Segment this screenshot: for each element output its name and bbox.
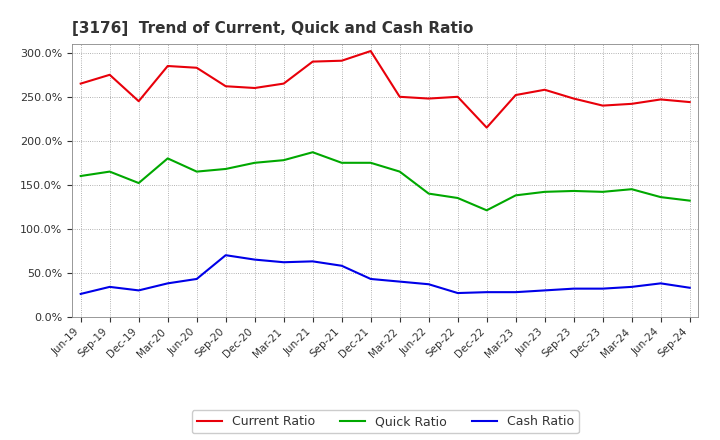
Current Ratio xyxy=(424,96,433,101)
Current Ratio xyxy=(657,97,665,102)
Current Ratio xyxy=(105,72,114,77)
Current Ratio xyxy=(76,81,85,86)
Current Ratio xyxy=(338,58,346,63)
Cash Ratio xyxy=(76,291,85,297)
Quick Ratio xyxy=(598,189,607,194)
Current Ratio xyxy=(570,96,578,101)
Legend: Current Ratio, Quick Ratio, Cash Ratio: Current Ratio, Quick Ratio, Cash Ratio xyxy=(192,411,579,433)
Cash Ratio xyxy=(338,263,346,268)
Line: Cash Ratio: Cash Ratio xyxy=(81,255,690,294)
Quick Ratio xyxy=(482,208,491,213)
Cash Ratio xyxy=(105,284,114,290)
Cash Ratio xyxy=(570,286,578,291)
Cash Ratio xyxy=(221,253,230,258)
Current Ratio xyxy=(395,94,404,99)
Cash Ratio xyxy=(482,290,491,295)
Current Ratio xyxy=(192,65,201,70)
Quick Ratio xyxy=(541,189,549,194)
Quick Ratio xyxy=(366,160,375,165)
Line: Quick Ratio: Quick Ratio xyxy=(81,152,690,210)
Current Ratio xyxy=(308,59,317,64)
Cash Ratio xyxy=(163,281,172,286)
Quick Ratio xyxy=(627,187,636,192)
Line: Current Ratio: Current Ratio xyxy=(81,51,690,128)
Cash Ratio xyxy=(251,257,259,262)
Current Ratio xyxy=(482,125,491,130)
Cash Ratio xyxy=(395,279,404,284)
Quick Ratio xyxy=(76,173,85,179)
Current Ratio xyxy=(251,85,259,91)
Cash Ratio xyxy=(454,290,462,296)
Current Ratio xyxy=(135,99,143,104)
Cash Ratio xyxy=(366,276,375,282)
Quick Ratio xyxy=(221,166,230,172)
Current Ratio xyxy=(685,99,694,105)
Current Ratio xyxy=(511,92,520,98)
Cash Ratio xyxy=(627,284,636,290)
Quick Ratio xyxy=(308,150,317,155)
Text: [3176]  Trend of Current, Quick and Cash Ratio: [3176] Trend of Current, Quick and Cash … xyxy=(72,21,473,36)
Current Ratio xyxy=(221,84,230,89)
Current Ratio xyxy=(366,48,375,54)
Quick Ratio xyxy=(135,180,143,186)
Quick Ratio xyxy=(192,169,201,174)
Cash Ratio xyxy=(279,260,288,265)
Current Ratio xyxy=(454,94,462,99)
Current Ratio xyxy=(279,81,288,86)
Cash Ratio xyxy=(192,276,201,282)
Current Ratio xyxy=(627,101,636,106)
Quick Ratio xyxy=(685,198,694,203)
Quick Ratio xyxy=(279,158,288,163)
Quick Ratio xyxy=(163,156,172,161)
Current Ratio xyxy=(163,63,172,69)
Quick Ratio xyxy=(454,195,462,201)
Quick Ratio xyxy=(105,169,114,174)
Current Ratio xyxy=(541,87,549,92)
Cash Ratio xyxy=(657,281,665,286)
Quick Ratio xyxy=(511,193,520,198)
Cash Ratio xyxy=(511,290,520,295)
Cash Ratio xyxy=(541,288,549,293)
Quick Ratio xyxy=(570,188,578,194)
Cash Ratio xyxy=(685,285,694,290)
Current Ratio xyxy=(598,103,607,108)
Quick Ratio xyxy=(657,194,665,200)
Cash Ratio xyxy=(424,282,433,287)
Cash Ratio xyxy=(308,259,317,264)
Quick Ratio xyxy=(424,191,433,196)
Quick Ratio xyxy=(338,160,346,165)
Cash Ratio xyxy=(598,286,607,291)
Quick Ratio xyxy=(395,169,404,174)
Cash Ratio xyxy=(135,288,143,293)
Quick Ratio xyxy=(251,160,259,165)
